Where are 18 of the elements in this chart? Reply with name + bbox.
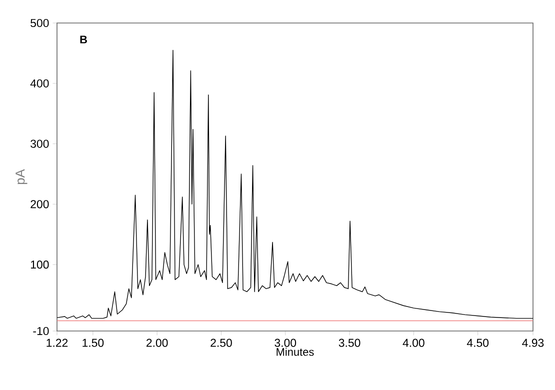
x-tick-label: 4.00 [402, 338, 424, 347]
x-tick-label: 4.93 [522, 338, 544, 347]
x-axis-title: Minutes [276, 348, 314, 356]
annotation: B [80, 36, 87, 44]
x-tick-label: 4.50 [466, 338, 489, 347]
x-tick-label: 2.00 [146, 338, 168, 347]
x-tick-label: 1.22 [46, 338, 68, 347]
y-tick-label: 200 [30, 200, 49, 208]
y-tick-label: 500 [30, 18, 49, 28]
x-tick-label: 1.50 [82, 338, 104, 347]
y-axis-title: pA [16, 169, 28, 184]
x-tick-label: 3.50 [338, 338, 360, 347]
y-tick-label: 300 [30, 140, 49, 148]
y-tick-label: -10 [33, 326, 49, 336]
y-tick-label: 100 [30, 260, 49, 269]
y-tick-label: 400 [30, 79, 49, 88]
x-tick-label: 3.00 [274, 338, 296, 347]
x-tick-label: 2.50 [210, 338, 232, 347]
